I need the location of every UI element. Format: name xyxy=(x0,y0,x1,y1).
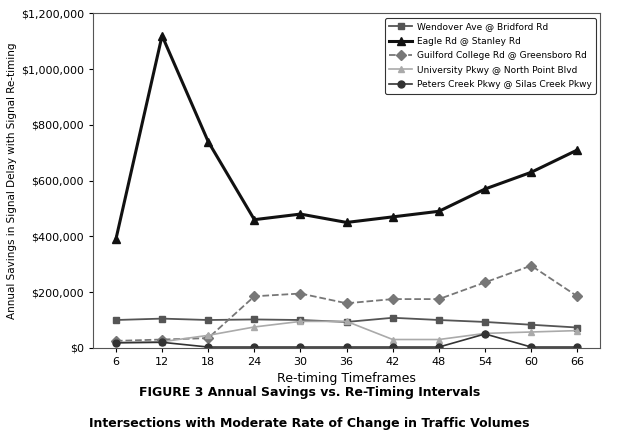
University Pkwy @ North Point Blvd xyxy=(482,331,489,336)
Peters Creek Pkwy @ Silas Creek Pkwy xyxy=(435,344,443,350)
Line: Eagle Rd @ Stanley Rd: Eagle Rd @ Stanley Rd xyxy=(112,32,581,244)
Wendover Ave @ Bridford Rd xyxy=(158,316,166,321)
Eagle Rd @ Stanley Rd xyxy=(574,147,581,153)
Eagle Rd @ Stanley Rd xyxy=(482,186,489,192)
Line: University Pkwy @ North Point Blvd: University Pkwy @ North Point Blvd xyxy=(113,318,581,346)
Guilford College Rd @ Greensboro Rd xyxy=(204,335,212,341)
University Pkwy @ North Point Blvd xyxy=(112,340,119,345)
Line: Guilford College Rd @ Greensboro Rd: Guilford College Rd @ Greensboro Rd xyxy=(113,262,581,344)
University Pkwy @ North Point Blvd xyxy=(527,329,535,334)
Wendover Ave @ Bridford Rd xyxy=(574,325,581,330)
Wendover Ave @ Bridford Rd xyxy=(482,319,489,325)
Peters Creek Pkwy @ Silas Creek Pkwy xyxy=(574,344,581,350)
Wendover Ave @ Bridford Rd xyxy=(204,318,212,323)
Eagle Rd @ Stanley Rd xyxy=(527,169,535,175)
Peters Creek Pkwy @ Silas Creek Pkwy xyxy=(251,344,258,350)
Guilford College Rd @ Greensboro Rd xyxy=(251,293,258,299)
Peters Creek Pkwy @ Silas Creek Pkwy xyxy=(297,344,304,350)
Peters Creek Pkwy @ Silas Creek Pkwy xyxy=(112,340,119,346)
Guilford College Rd @ Greensboro Rd xyxy=(389,297,397,302)
Wendover Ave @ Bridford Rd xyxy=(297,318,304,323)
Wendover Ave @ Bridford Rd xyxy=(112,318,119,323)
Peters Creek Pkwy @ Silas Creek Pkwy xyxy=(204,344,212,350)
Guilford College Rd @ Greensboro Rd xyxy=(297,291,304,296)
Guilford College Rd @ Greensboro Rd xyxy=(482,280,489,285)
University Pkwy @ North Point Blvd xyxy=(389,337,397,342)
University Pkwy @ North Point Blvd xyxy=(251,324,258,330)
Eagle Rd @ Stanley Rd xyxy=(204,139,212,145)
Wendover Ave @ Bridford Rd xyxy=(435,318,443,323)
Eagle Rd @ Stanley Rd xyxy=(389,214,397,219)
Peters Creek Pkwy @ Silas Creek Pkwy xyxy=(158,340,166,345)
Wendover Ave @ Bridford Rd xyxy=(389,315,397,320)
Eagle Rd @ Stanley Rd xyxy=(158,33,166,38)
Eagle Rd @ Stanley Rd xyxy=(435,209,443,214)
Eagle Rd @ Stanley Rd xyxy=(251,217,258,223)
Text: Intersections with Moderate Rate of Change in Traffic Volumes: Intersections with Moderate Rate of Chan… xyxy=(89,417,530,430)
Peters Creek Pkwy @ Silas Creek Pkwy xyxy=(389,344,397,350)
University Pkwy @ North Point Blvd xyxy=(158,339,166,344)
Eagle Rd @ Stanley Rd xyxy=(297,211,304,217)
University Pkwy @ North Point Blvd xyxy=(297,319,304,324)
University Pkwy @ North Point Blvd xyxy=(435,337,443,342)
Legend: Wendover Ave @ Bridford Rd, Eagle Rd @ Stanley Rd, Guilford College Rd @ Greensb: Wendover Ave @ Bridford Rd, Eagle Rd @ S… xyxy=(385,18,596,94)
University Pkwy @ North Point Blvd xyxy=(204,333,212,338)
X-axis label: Re-timing Timeframes: Re-timing Timeframes xyxy=(277,372,416,385)
Guilford College Rd @ Greensboro Rd xyxy=(158,337,166,342)
Wendover Ave @ Bridford Rd xyxy=(527,322,535,327)
Wendover Ave @ Bridford Rd xyxy=(343,319,350,325)
Wendover Ave @ Bridford Rd xyxy=(251,317,258,322)
Y-axis label: Annual Savings in Signal Delay with Signal Re-timing: Annual Savings in Signal Delay with Sign… xyxy=(7,42,17,319)
Peters Creek Pkwy @ Silas Creek Pkwy xyxy=(527,344,535,350)
Line: Peters Creek Pkwy @ Silas Creek Pkwy: Peters Creek Pkwy @ Silas Creek Pkwy xyxy=(113,330,581,351)
University Pkwy @ North Point Blvd xyxy=(574,328,581,333)
Guilford College Rd @ Greensboro Rd xyxy=(527,263,535,268)
Line: Wendover Ave @ Bridford Rd: Wendover Ave @ Bridford Rd xyxy=(113,314,581,331)
Peters Creek Pkwy @ Silas Creek Pkwy xyxy=(343,344,350,350)
University Pkwy @ North Point Blvd xyxy=(343,319,350,324)
Peters Creek Pkwy @ Silas Creek Pkwy xyxy=(482,331,489,337)
Guilford College Rd @ Greensboro Rd xyxy=(574,293,581,299)
Eagle Rd @ Stanley Rd xyxy=(112,236,119,242)
Guilford College Rd @ Greensboro Rd xyxy=(343,301,350,306)
Eagle Rd @ Stanley Rd xyxy=(343,220,350,225)
Text: FIGURE 3 Annual Savings vs. Re-Timing Intervals: FIGURE 3 Annual Savings vs. Re-Timing In… xyxy=(139,386,480,399)
Guilford College Rd @ Greensboro Rd xyxy=(435,297,443,302)
Guilford College Rd @ Greensboro Rd xyxy=(112,338,119,343)
